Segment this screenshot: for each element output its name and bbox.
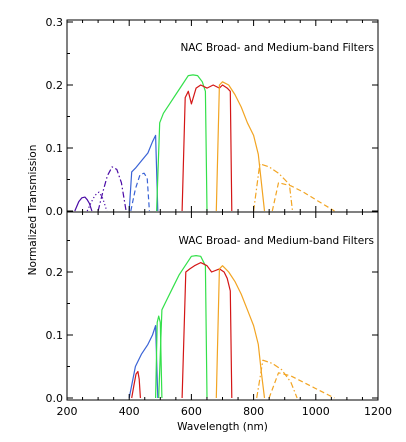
nac-y-tick-label: 0.3 [46, 16, 64, 29]
x-tick-label: 1000 [302, 405, 330, 418]
wac-series-line-1 [128, 325, 159, 399]
wac-panel: 0.0 0.1 0.2 WAC Broad- and Medium-band Fil… [46, 211, 379, 405]
x-tick-label: 800 [243, 405, 264, 418]
nac-series-line-7 [215, 81, 266, 212]
wac-series-line-6 [256, 359, 298, 399]
wac-series [128, 255, 335, 399]
nac-series-line-2 [97, 166, 127, 212]
nac-series-line-9 [271, 182, 335, 212]
nac-y-tick-label: 0.0 [46, 205, 64, 218]
nac-series-line-5 [156, 74, 208, 212]
nac-series-line-8 [253, 163, 294, 212]
wac-panel-title: WAC Broad- and Medium-band Filters [178, 235, 374, 247]
wac-plot-frame [66, 211, 379, 401]
x-axis: 200 400 600 800 1000 1200 [57, 405, 393, 418]
wac-series-line-7 [268, 372, 335, 399]
nac-series-line-4 [128, 134, 159, 212]
y-axis-title: Normalized Transmission [27, 145, 39, 276]
x-tick-label: 400 [119, 405, 140, 418]
x-tick-label: 1200 [364, 405, 392, 418]
wac-series-line-3 [158, 255, 208, 399]
x-tick-label: 600 [181, 405, 202, 418]
x-axis-title: Wavelength (nm) [177, 421, 268, 433]
nac-y-tick-label: 0.1 [46, 142, 64, 155]
nac-series-line-3 [130, 172, 150, 212]
nac-series-line-0 [74, 196, 93, 212]
wac-y-tick-label: 0.1 [46, 329, 64, 342]
nac-series-line-1 [86, 191, 108, 212]
wac-y-tick-label: 0.2 [46, 266, 64, 279]
wac-series-line-4 [181, 262, 233, 399]
nac-panel-title: NAC Broad- and Medium-band Filters [180, 42, 374, 54]
nac-y-tick-label: 0.2 [46, 79, 64, 92]
wac-series-line-0 [131, 370, 141, 399]
x-tick-label: 200 [57, 405, 78, 418]
wac-series-line-5 [215, 265, 266, 399]
nac-ticks: 0.0 0.1 0.2 0.3 [46, 16, 379, 218]
wac-y-tick-label: 0.0 [46, 392, 64, 405]
nac-series [74, 74, 335, 212]
nac-series-line-6 [181, 84, 233, 212]
